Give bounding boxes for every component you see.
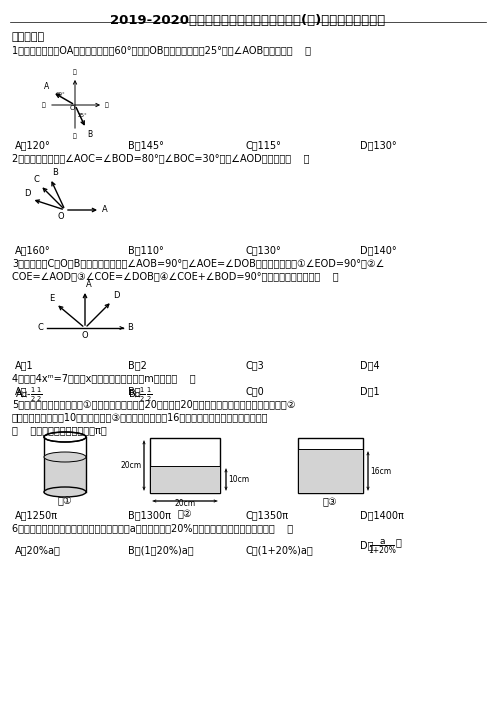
Text: B．1300π: B．1300π — [128, 510, 171, 520]
Text: 元: 元 — [396, 537, 402, 547]
Text: 1+20%: 1+20% — [368, 546, 396, 555]
Text: A．20%a元: A．20%a元 — [15, 545, 61, 555]
Text: A．1250π: A．1250π — [15, 510, 58, 520]
Text: A: A — [44, 82, 50, 91]
Text: 南: 南 — [73, 133, 77, 138]
Text: B．(1－20%)a元: B．(1－20%)a元 — [128, 545, 193, 555]
Text: 西: 西 — [41, 102, 45, 108]
Text: B．145°: B．145° — [128, 140, 164, 150]
Bar — [298, 438, 363, 493]
Text: D．4: D．4 — [360, 360, 379, 370]
Text: 6．某商店进了一批商品，每件商品的进价为a元，若要获利20%，则每件商品的零售价应定为（    ）: 6．某商店进了一批商品，每件商品的进价为a元，若要获利20%，则每件商品的零售价… — [12, 523, 293, 533]
Bar — [150, 438, 220, 493]
Text: O: O — [58, 212, 64, 221]
Text: B: B — [127, 324, 133, 333]
Text: D．130°: D．130° — [360, 140, 397, 150]
Bar — [150, 466, 220, 493]
Text: 2019-2020学年河南省三门峡市数学七年级(上)期末统考模拟试题: 2019-2020学年河南省三门峡市数学七年级(上)期末统考模拟试题 — [111, 14, 385, 27]
Ellipse shape — [44, 487, 86, 497]
Text: C．(1+20%)a元: C．(1+20%)a元 — [245, 545, 313, 555]
Text: A．120°: A．120° — [15, 140, 51, 150]
Text: 图①: 图① — [58, 496, 72, 506]
Text: 1．如右图，射线OA的方向是北偏西60°，射线OB的方向是南偏东25°，则∠AOB的度数为（    ）: 1．如右图，射线OA的方向是北偏西60°，射线OB的方向是南偏东25°，则∠AO… — [12, 45, 311, 55]
Text: 北: 北 — [73, 69, 77, 75]
Text: A．: A． — [15, 386, 27, 396]
Ellipse shape — [44, 452, 86, 462]
Text: 一、选择题: 一、选择题 — [12, 32, 45, 42]
Text: C．0: C．0 — [245, 386, 264, 396]
Text: D．: D． — [360, 540, 373, 550]
Bar — [298, 449, 363, 493]
Text: C: C — [33, 176, 39, 184]
Text: A．160°: A．160° — [15, 245, 51, 255]
Text: a: a — [379, 537, 385, 546]
Text: O: O — [82, 331, 88, 340]
Text: A: A — [102, 206, 108, 215]
Text: 20cm: 20cm — [121, 461, 142, 470]
Text: B．2: B．2 — [128, 360, 147, 370]
Text: 4．如果4xᵐ=7是关于x的一元一次方程，则m的值是（    ）: 4．如果4xᵐ=7是关于x的一元一次方程，则m的值是（ ） — [12, 373, 195, 383]
Text: 图②: 图② — [178, 509, 192, 519]
Text: A．-$\frac{1}{2}$: A．-$\frac{1}{2}$ — [15, 386, 36, 404]
Text: C．115°: C．115° — [245, 140, 281, 150]
Text: C．130°: C．130° — [245, 245, 281, 255]
Text: 东: 东 — [105, 102, 109, 108]
Text: C．1350π: C．1350π — [245, 510, 288, 520]
Text: 放置时，测得液面高10厘米；若如图③放置，测得液面高16厘米；则该玻璃密封器皿总容量为: 放置时，测得液面高10厘米；若如图③放置，测得液面高16厘米；则该玻璃密封器皿总… — [12, 412, 268, 422]
Text: C: C — [37, 324, 43, 333]
Text: 5．有一玻璃密封器皿如图①，测得其底面直径为20厘米，高20厘米，先内装蓝色液液若干。若如图②: 5．有一玻璃密封器皿如图①，测得其底面直径为20厘米，高20厘米，先内装蓝色液液… — [12, 399, 296, 409]
Text: A: A — [86, 280, 92, 289]
Text: A．1: A．1 — [15, 360, 34, 370]
Text: O: O — [69, 105, 75, 111]
Text: C．3: C．3 — [245, 360, 264, 370]
Text: B．110°: B．110° — [128, 245, 164, 255]
Text: D．140°: D．140° — [360, 245, 397, 255]
Text: 16cm: 16cm — [370, 467, 391, 475]
Text: 10cm: 10cm — [228, 475, 249, 484]
Bar — [44, 457, 86, 492]
Text: D．1400π: D．1400π — [360, 510, 404, 520]
Text: D．1: D．1 — [360, 386, 379, 396]
Text: E: E — [49, 293, 54, 303]
Text: -$\frac{1}{2}$: -$\frac{1}{2}$ — [33, 386, 43, 404]
Text: D: D — [24, 189, 31, 198]
Text: 3．如图，点C、O、B在同一条直线上，∠AOB=90°，∠AOE=∠DOB，则下列结论：①∠EOD=90°；②∠: 3．如图，点C、O、B在同一条直线上，∠AOB=90°，∠AOE=∠DOB，则下… — [12, 258, 384, 268]
Text: D: D — [113, 291, 120, 300]
Text: B: B — [52, 168, 58, 178]
Text: 20cm: 20cm — [175, 499, 195, 508]
Text: B．$\frac{1}{2}$: B．$\frac{1}{2}$ — [128, 386, 146, 404]
Text: $\frac{1}{2}$: $\frac{1}{2}$ — [146, 386, 152, 404]
Text: 25°: 25° — [78, 113, 88, 118]
Text: （    ）立方厘米。（结果保留π）: （ ）立方厘米。（结果保留π） — [12, 425, 107, 435]
Text: B．: B． — [128, 386, 141, 396]
Text: B: B — [87, 130, 92, 138]
Text: 图③: 图③ — [323, 497, 337, 507]
Text: 2．如图所示，已知∠AOC=∠BOD=80°，∠BOC=30°，则∠AOD的度数为（    ）: 2．如图所示，已知∠AOC=∠BOD=80°，∠BOC=30°，则∠AOD的度数… — [12, 153, 310, 163]
Text: COE=∠AOD；③∠COE=∠DOB；④∠COE+∠BOD=90°，其中正确的个数是（    ）: COE=∠AOD；③∠COE=∠DOB；④∠COE+∠BOD=90°，其中正确的… — [12, 271, 339, 281]
Text: 60°: 60° — [55, 92, 65, 97]
